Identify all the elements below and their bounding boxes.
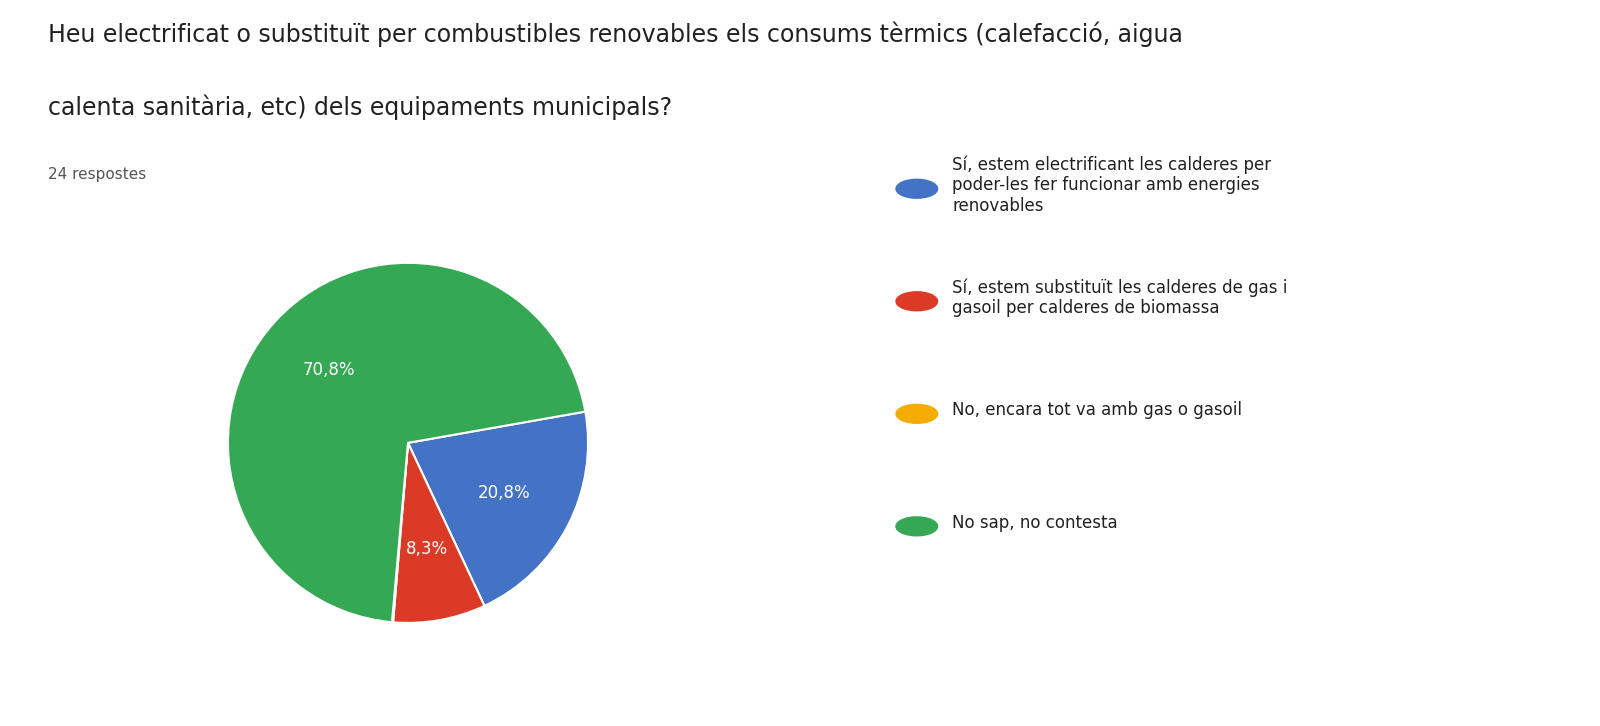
Text: No, encara tot va amb gas o gasoil: No, encara tot va amb gas o gasoil [952, 401, 1242, 419]
Wedge shape [408, 412, 589, 606]
Text: 20,8%: 20,8% [477, 484, 530, 502]
Text: Heu electrificat o substituït per combustibles renovables els consums tèrmics (c: Heu electrificat o substituït per combus… [48, 22, 1182, 47]
Text: No sap, no contesta: No sap, no contesta [952, 514, 1118, 531]
Wedge shape [227, 263, 586, 622]
Text: Sí, estem substituït les calderes de gas i
gasoil per calderes de biomassa: Sí, estem substituït les calderes de gas… [952, 278, 1288, 317]
Text: 8,3%: 8,3% [406, 540, 448, 558]
Text: 24 respostes: 24 respostes [48, 167, 146, 182]
Text: 70,8%: 70,8% [302, 361, 355, 379]
Wedge shape [392, 443, 408, 622]
Text: Sí, estem electrificant les calderes per
poder-les fer funcionar amb energies
re: Sí, estem electrificant les calderes per… [952, 155, 1270, 215]
Text: calenta sanitària, etc) dels equipaments municipals?: calenta sanitària, etc) dels equipaments… [48, 94, 672, 120]
Wedge shape [394, 443, 485, 623]
